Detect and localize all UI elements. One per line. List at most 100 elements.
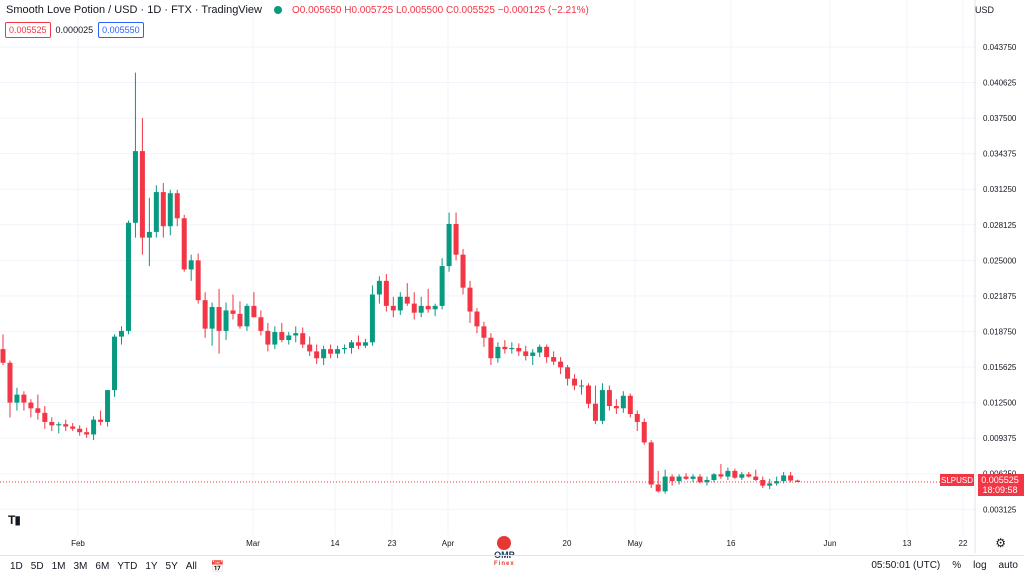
candle-body: [676, 476, 682, 482]
candle-body: [202, 300, 208, 329]
candle-body: [460, 254, 466, 288]
candle: [613, 399, 619, 414]
candle-body: [760, 479, 766, 486]
candle-body: [321, 349, 327, 359]
tf-5d[interactable]: 5D: [30, 561, 44, 572]
sell-button[interactable]: 0.005525: [5, 22, 51, 38]
auto-toggle[interactable]: auto: [998, 560, 1018, 571]
tf-1m[interactable]: 1M: [51, 561, 66, 572]
candle-body: [265, 330, 271, 345]
tf-1d[interactable]: 1D: [10, 561, 23, 572]
candle-body: [411, 303, 417, 313]
symbol-title[interactable]: Smooth Love Potion / USD · 1D · FTX · Tr…: [6, 4, 262, 16]
candle-body: [84, 432, 90, 435]
time-tick-label: 13: [903, 539, 912, 548]
tf-ytd[interactable]: YTD: [117, 561, 138, 572]
settings-gear-icon[interactable]: ⚙: [995, 536, 1006, 550]
candle: [49, 417, 55, 432]
tf-all[interactable]: All: [185, 561, 197, 572]
candle-body: [711, 474, 717, 480]
price-axis: 0.043750 0.040625 0.037500 0.034375 0.031250…: [974, 0, 1017, 553]
tf-1y[interactable]: 1Y: [145, 561, 158, 572]
candle-body: [188, 260, 194, 270]
price-tick-label: 0.043750: [983, 43, 1017, 52]
go-to-date-calendar-icon[interactable]: 📅: [210, 561, 225, 573]
candle: [70, 423, 76, 432]
time-tick-label: 20: [563, 539, 572, 548]
tradingview-logo[interactable]: T▮: [8, 513, 21, 527]
candle: [265, 322, 271, 352]
candle: [620, 391, 626, 413]
candle: [676, 474, 682, 485]
price-tick-label: 0.034375: [983, 150, 1017, 159]
candle: [258, 310, 264, 336]
candle-body: [42, 412, 48, 422]
candle: [188, 254, 194, 281]
buy-button[interactable]: 0.005550: [98, 22, 144, 38]
symbol-tag: SLPUSD: [941, 476, 973, 485]
candle-body: [362, 342, 368, 346]
candle-body: [251, 305, 257, 318]
price-tick-label: 0.012500: [983, 399, 1017, 408]
price-tick-label: 0.025000: [983, 256, 1017, 265]
candle: [369, 285, 375, 346]
candle-body: [328, 349, 334, 354]
candle-body: [56, 424, 62, 426]
currency-label[interactable]: USD: [974, 5, 994, 15]
candle-body: [453, 223, 459, 255]
candle-body: [0, 349, 6, 363]
candle-body: [77, 428, 83, 433]
candle: [718, 464, 724, 479]
candle: [42, 406, 48, 429]
candle: [14, 387, 20, 411]
candle: [634, 410, 640, 432]
ohlc-values: O0.005650 H0.005725 L0.005500 C0.005525 …: [291, 4, 589, 16]
omp-sub: Finex: [494, 561, 515, 567]
grid-lines: [0, 0, 975, 535]
candle-body: [293, 333, 299, 336]
candle-body: [739, 474, 745, 478]
candle-body: [286, 335, 292, 341]
tf-6m[interactable]: 6M: [95, 561, 110, 572]
candle-body: [606, 390, 612, 407]
candle: [98, 410, 104, 426]
candle-body: [690, 476, 696, 479]
candles: [0, 72, 801, 494]
candle: [112, 334, 118, 397]
candle-body: [21, 394, 27, 403]
log-toggle[interactable]: log: [973, 560, 987, 571]
candle-body: [35, 408, 41, 413]
candle: [739, 472, 745, 480]
candle-body: [774, 481, 780, 484]
candle: [174, 189, 180, 227]
bar-countdown: 18:09:58: [982, 485, 1017, 495]
candle: [530, 349, 536, 366]
candle: [404, 283, 410, 306]
percent-toggle[interactable]: %: [952, 560, 962, 571]
utc-clock[interactable]: 05:50:01 (UTC): [871, 560, 941, 571]
candle: [300, 327, 306, 348]
candle: [558, 357, 564, 375]
candle-body: [641, 421, 647, 443]
candle-body: [704, 479, 710, 483]
candle-body: [397, 296, 403, 311]
candle-body: [174, 193, 180, 219]
tf-3m[interactable]: 3M: [73, 561, 88, 572]
candle-body: [279, 332, 285, 341]
chart-legend: Smooth Love Potion / USD · 1D · FTX · Tr…: [6, 4, 589, 16]
tf-5y[interactable]: 5Y: [165, 561, 178, 572]
candle-body: [342, 347, 348, 350]
candle-body: [272, 332, 278, 345]
candle-body: [146, 231, 152, 238]
candle: [244, 303, 250, 331]
candle: [91, 416, 97, 441]
time-tick-label: Mar: [246, 539, 260, 548]
price-tick-label: 0.003125: [983, 505, 1017, 514]
price-tick-label: 0.021875: [983, 292, 1017, 301]
candle-body: [369, 294, 375, 343]
candle: [509, 342, 515, 354]
candle-body: [572, 378, 578, 386]
candle: [551, 351, 557, 366]
candle-body: [105, 390, 111, 422]
